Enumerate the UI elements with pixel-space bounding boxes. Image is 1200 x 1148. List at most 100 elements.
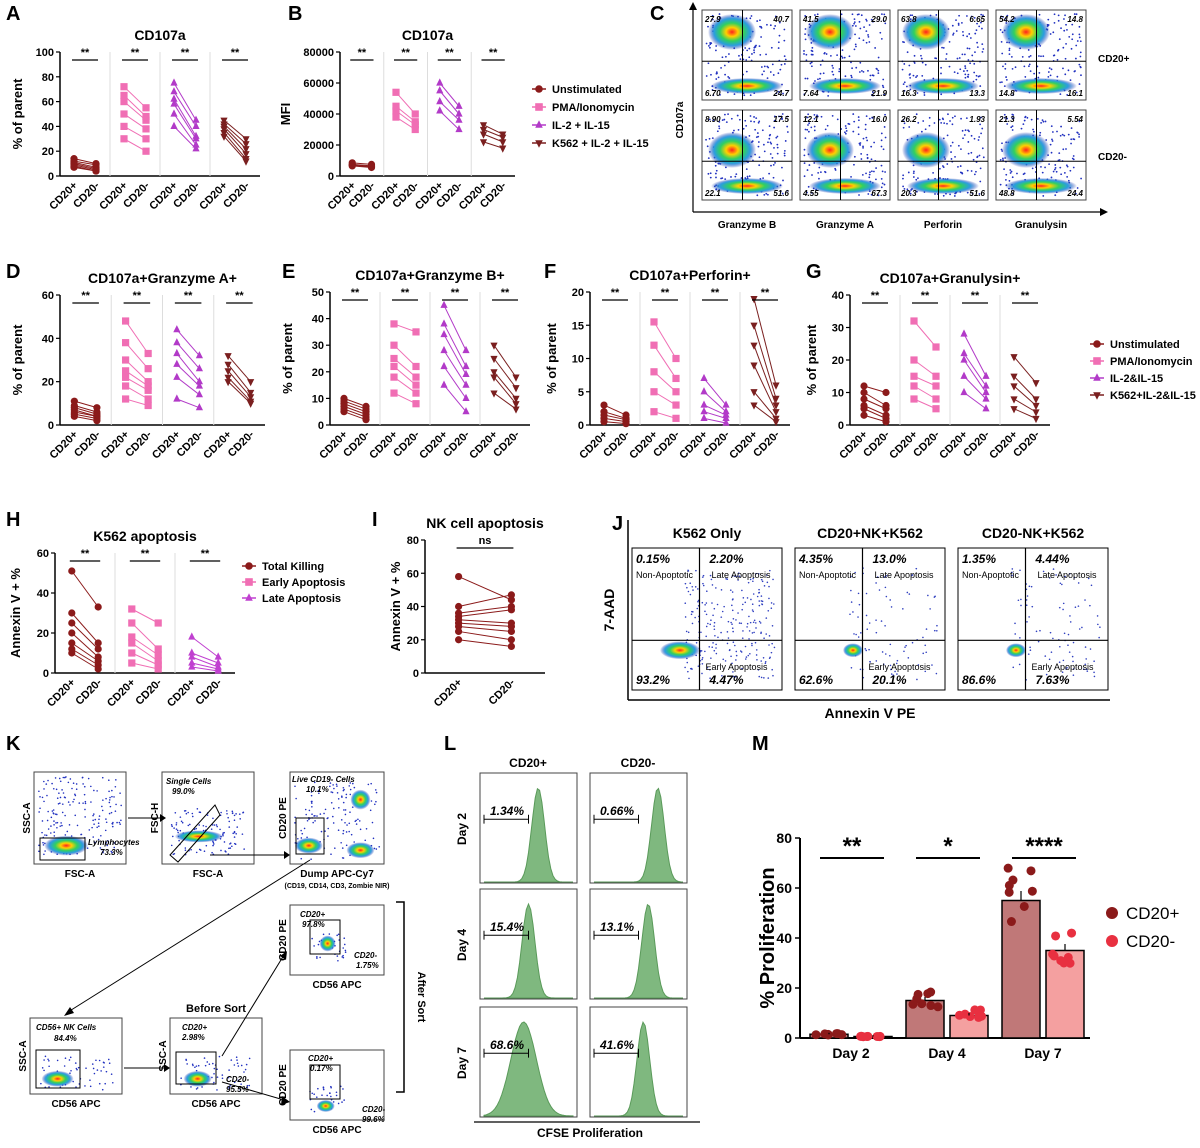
quadrant-value: 1.93: [969, 115, 985, 124]
event-dot: [233, 836, 236, 838]
event-dot: [748, 47, 751, 50]
event-dot: [1085, 668, 1088, 671]
event-dot: [884, 653, 887, 655]
event-dot: [925, 651, 928, 654]
event-dot: [206, 814, 209, 816]
event-dot: [953, 71, 956, 74]
data-point: [1093, 392, 1101, 400]
event-dot: [44, 1055, 47, 1058]
data-point: [392, 88, 400, 96]
event-dot: [44, 834, 46, 836]
event-dot: [880, 132, 883, 135]
event-dot: [48, 1059, 50, 1062]
event-dot: [768, 172, 771, 175]
event-dot: [778, 34, 781, 37]
data-point: [1032, 380, 1040, 388]
data-point: [245, 562, 253, 570]
event-dot: [762, 656, 765, 659]
event-dot: [300, 829, 302, 832]
sig-mark: **: [231, 47, 240, 59]
event-dot: [770, 164, 772, 167]
event-dot: [1047, 71, 1050, 73]
flow-arrow: [67, 859, 311, 1013]
pair-line: [653, 371, 677, 393]
data-point: [144, 349, 152, 358]
event-dot: [1029, 646, 1031, 649]
event-dot: [212, 817, 214, 820]
event-dot: [727, 637, 730, 639]
event-dot: [705, 138, 707, 141]
event-dot: [311, 813, 313, 815]
event-dot: [1000, 40, 1003, 43]
event-dot: [850, 575, 852, 578]
gate: [39, 837, 86, 861]
event-dot: [877, 56, 880, 59]
data-point: [224, 353, 232, 361]
event-dot: [1080, 74, 1082, 77]
event-dot: [764, 661, 767, 663]
event-dot: [710, 578, 713, 581]
data-point: [490, 390, 498, 398]
y-tick-label: 40: [312, 314, 324, 326]
event-dot: [1009, 172, 1012, 174]
event-dot: [1072, 674, 1075, 676]
event-dot: [1072, 138, 1075, 140]
arrowhead: [164, 1064, 170, 1072]
event-dot: [770, 607, 773, 610]
event-dot: [768, 125, 771, 128]
event-dot: [834, 167, 837, 170]
data-point: [362, 416, 370, 424]
data-point: [700, 373, 708, 382]
event-dot: [338, 806, 340, 809]
event-dot: [235, 832, 237, 835]
gate-pct: 10.1%: [306, 785, 329, 794]
event-dot: [730, 655, 732, 658]
event-dot: [1062, 67, 1064, 70]
event-dot: [880, 13, 883, 16]
event-dot: [312, 821, 314, 824]
event-dot: [881, 84, 884, 87]
event-dot: [865, 172, 867, 175]
event-dot: [980, 21, 982, 24]
event-dot: [860, 632, 862, 634]
event-dot: [844, 131, 846, 134]
pair-line: [1013, 408, 1037, 419]
event-dot: [213, 843, 215, 845]
event-dot: [753, 116, 755, 118]
pair-line: [191, 666, 219, 672]
event-dot: [920, 57, 923, 60]
quadrant-value: 48.8: [998, 189, 1015, 198]
arrowhead: [284, 851, 290, 859]
event-dot: [711, 602, 713, 604]
event-dot: [742, 630, 744, 632]
event-dot: [709, 176, 712, 179]
data-point: [700, 400, 708, 408]
event-dot: [929, 608, 931, 610]
event-dot: [1065, 42, 1067, 45]
sig-mark: **: [81, 290, 90, 302]
event-dot: [47, 810, 49, 813]
event-dot: [875, 631, 878, 634]
event-dot: [766, 65, 769, 68]
x-tick-label: Day 4: [928, 1045, 966, 1061]
event-dot: [804, 15, 807, 17]
data-point: [70, 163, 78, 171]
data-point: [960, 355, 968, 363]
event-dot: [711, 89, 714, 91]
event-dot: [786, 125, 789, 128]
event-dot: [180, 1077, 182, 1079]
event-dot: [957, 22, 960, 25]
event-dot: [981, 50, 984, 53]
pair-line: [131, 652, 159, 666]
event-dot: [713, 628, 716, 631]
data-point: [512, 374, 520, 382]
event-dot: [908, 64, 911, 67]
event-dot: [706, 145, 709, 148]
event-dot: [721, 56, 724, 59]
event-dot: [111, 1081, 114, 1084]
y-tick-label: 20: [407, 635, 419, 647]
sig-mark: **: [661, 287, 670, 299]
event-dot: [59, 796, 62, 799]
event-dot: [1028, 65, 1030, 68]
